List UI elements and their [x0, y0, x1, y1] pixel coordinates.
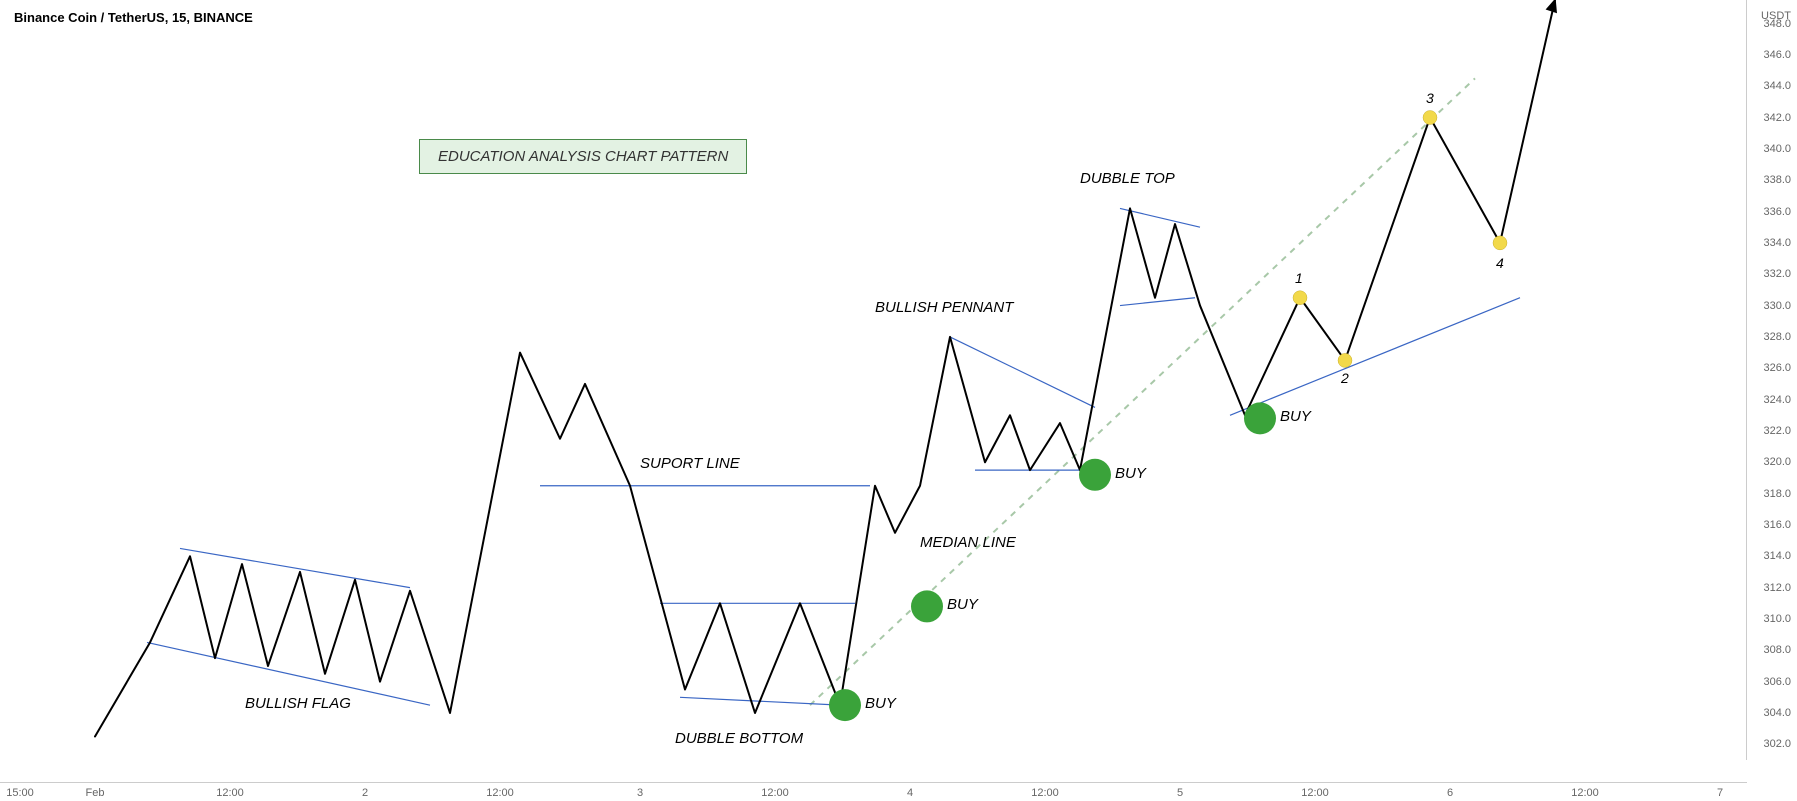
x-tick: 12:00: [1301, 787, 1329, 799]
x-tick: 3: [637, 787, 643, 799]
plot-area: [0, 0, 1747, 760]
y-tick: 342.0: [1763, 112, 1791, 124]
x-tick: 12:00: [1571, 787, 1599, 799]
y-tick: 336.0: [1763, 206, 1791, 218]
y-tick: 324.0: [1763, 394, 1791, 406]
y-tick: 340.0: [1763, 143, 1791, 155]
y-tick: 310.0: [1763, 613, 1791, 625]
y-axis: USDT 302.0304.0306.0308.0310.0312.0314.0…: [1746, 0, 1797, 760]
x-tick: 12:00: [761, 787, 789, 799]
y-tick: 334.0: [1763, 237, 1791, 249]
y-tick: 322.0: [1763, 425, 1791, 437]
annotation: BULLISH PENNANT: [875, 299, 1013, 316]
y-tick: 306.0: [1763, 676, 1791, 688]
annotation: DUBBLE TOP: [1080, 170, 1175, 187]
buy-label: BUY: [1280, 408, 1311, 425]
y-tick: 348.0: [1763, 18, 1791, 30]
y-tick: 338.0: [1763, 174, 1791, 186]
education-box: EDUCATION ANALYSIS CHART PATTERN: [419, 139, 747, 174]
annotation: BULLISH FLAG: [245, 695, 351, 712]
y-tick: 302.0: [1763, 738, 1791, 750]
chart-svg: [0, 0, 1747, 760]
x-tick: 5: [1177, 787, 1183, 799]
y-tick: 346.0: [1763, 49, 1791, 61]
wave-label: 4: [1496, 255, 1504, 271]
x-tick: 12:00: [216, 787, 244, 799]
x-tick: 6: [1447, 787, 1453, 799]
wave-label: 2: [1341, 370, 1349, 386]
x-tick: 12:00: [1031, 787, 1059, 799]
buy-label: BUY: [947, 596, 978, 613]
buy-label: BUY: [865, 695, 896, 712]
y-tick: 328.0: [1763, 331, 1791, 343]
x-tick: 4: [907, 787, 913, 799]
wave-label: 3: [1426, 90, 1434, 106]
y-tick: 314.0: [1763, 550, 1791, 562]
y-tick: 318.0: [1763, 488, 1791, 500]
x-tick: 15:00: [6, 787, 34, 799]
annotation: DUBBLE BOTTOM: [675, 730, 803, 747]
x-tick: 12:00: [486, 787, 514, 799]
y-tick: 330.0: [1763, 300, 1791, 312]
y-tick: 326.0: [1763, 362, 1791, 374]
y-tick: 344.0: [1763, 80, 1791, 92]
annotation: MEDIAN LINE: [920, 534, 1016, 551]
x-tick: 7: [1717, 787, 1723, 799]
wave-label: 1: [1295, 270, 1303, 286]
y-tick: 308.0: [1763, 644, 1791, 656]
y-tick: 320.0: [1763, 456, 1791, 468]
y-tick: 316.0: [1763, 519, 1791, 531]
y-tick: 304.0: [1763, 707, 1791, 719]
y-tick: 332.0: [1763, 268, 1791, 280]
y-tick: 312.0: [1763, 582, 1791, 594]
x-tick: Feb: [86, 787, 105, 799]
annotation: SUPORT LINE: [640, 455, 740, 472]
x-tick: 2: [362, 787, 368, 799]
buy-label: BUY: [1115, 465, 1146, 482]
x-axis-line: [0, 782, 1747, 783]
